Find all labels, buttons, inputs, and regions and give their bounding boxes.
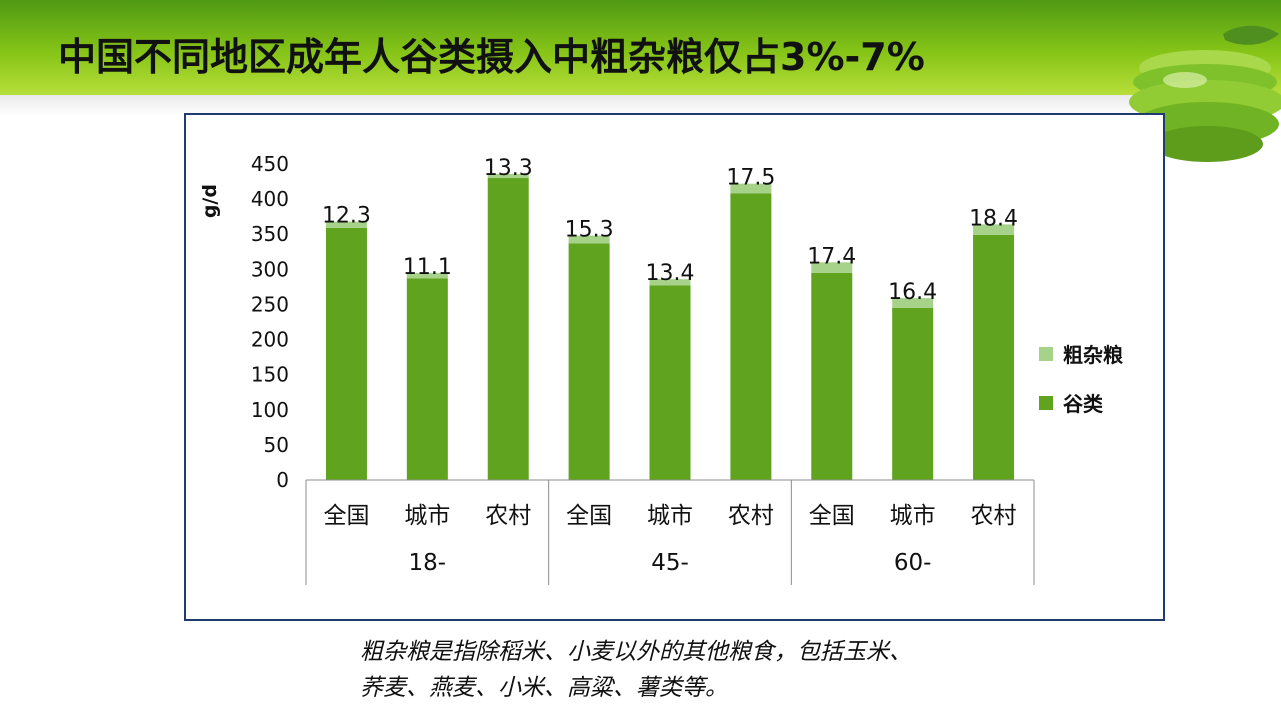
footnote: 粗杂粮是指除稻米、小麦以外的其他粮食，包括玉米、 荞麦、燕麦、小米、高粱、薯类等…	[360, 634, 1060, 706]
bar-cereal	[325, 227, 367, 480]
bar-coarse-grain	[811, 262, 853, 273]
bar-coarse-grain	[325, 221, 367, 228]
data-label: 12.3	[322, 204, 371, 229]
legend-swatch	[1039, 347, 1053, 361]
bar-cereal	[406, 278, 448, 480]
y-tick-label: 300	[251, 257, 289, 281]
legend-label: 谷类	[1063, 392, 1103, 416]
bar-cereal	[730, 193, 772, 480]
x-tick-label: 农村	[971, 503, 1017, 529]
x-tick-label: 全国	[809, 503, 855, 529]
header-shadow	[0, 95, 1281, 117]
bar-cereal	[649, 285, 691, 480]
x-group-label: 45-	[651, 550, 689, 576]
x-tick-label: 城市	[647, 503, 693, 529]
x-tick-label: 农村	[728, 503, 774, 529]
legend-swatch	[1039, 396, 1053, 410]
bar-coarse-grain	[730, 183, 772, 194]
data-label: 16.4	[888, 280, 937, 305]
data-label: 15.3	[565, 218, 614, 243]
y-tick-label: 450	[251, 152, 289, 176]
x-group-label: 60-	[894, 550, 932, 576]
x-tick-label: 全国	[323, 503, 369, 529]
bar-coarse-grain	[568, 235, 610, 244]
y-tick-label: 100	[251, 398, 289, 422]
data-label: 17.4	[807, 244, 856, 269]
y-tick-label: 50	[264, 433, 289, 457]
bar-cereal	[811, 272, 853, 480]
bar-coarse-grain	[406, 272, 448, 279]
x-tick-label: 城市	[404, 503, 450, 529]
y-axis-label: g/d	[199, 184, 221, 218]
data-label: 18.4	[969, 206, 1018, 231]
y-tick-label: 200	[251, 328, 289, 352]
bar-chart: 0 50 100 150 200 250 300 350 400 450 g/d 12.3 11.1 13…	[199, 152, 1123, 585]
bar-cereal	[487, 178, 529, 480]
footnote-line-2: 荞麦、燕麦、小米、高粱、薯类等。	[360, 675, 728, 701]
y-tick-label: 250	[251, 292, 289, 316]
green-apple-icon	[1129, 25, 1281, 162]
header-band	[0, 0, 1281, 95]
bar-coarse-grain	[892, 298, 934, 308]
bar-cereal	[568, 243, 610, 480]
data-label: 17.5	[726, 166, 775, 191]
y-tick-label: 350	[251, 222, 289, 246]
data-label: 13.4	[646, 261, 695, 286]
x-tick-label: 城市	[890, 503, 936, 529]
data-label: 13.3	[484, 156, 533, 181]
slide-title: 中国不同地区成年人谷类摄入中粗杂粮仅占3%-7%	[58, 35, 925, 79]
y-tick-label: 0	[276, 468, 289, 492]
x-group-label: 18-	[409, 550, 447, 576]
y-tick-label: 400	[251, 187, 289, 211]
x-tick-label: 农村	[485, 503, 531, 529]
bar-coarse-grain	[487, 173, 529, 179]
legend-label: 粗杂粮	[1063, 343, 1123, 367]
y-tick-label: 150	[251, 363, 289, 387]
x-tick-label: 全国	[566, 503, 612, 529]
footnote-line-1: 粗杂粮是指除稻米、小麦以外的其他粮食，包括玉米、	[360, 639, 912, 665]
data-label: 11.1	[403, 255, 452, 280]
bar-coarse-grain	[973, 224, 1015, 235]
bar-coarse-grain	[649, 279, 691, 286]
bar-cereal	[973, 234, 1015, 480]
bar-cereal	[892, 307, 934, 480]
